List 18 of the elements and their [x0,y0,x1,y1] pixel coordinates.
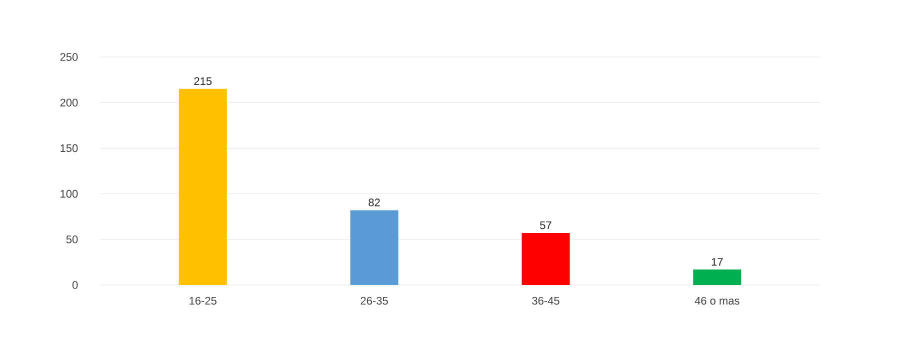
x-tick-label: 16-25 [190,296,216,305]
y-tick-label: 50 [66,236,78,244]
x-tick-label: 36-45 [532,296,560,305]
y-tick-label: 150 [60,144,78,152]
data-label: 215 [194,77,212,86]
y-tick-label: 200 [60,98,78,106]
data-label: 57 [540,221,552,230]
bar [178,88,227,285]
y-tick-label: 100 [60,190,78,198]
bar [522,233,570,285]
bar [350,210,398,285]
x-tick-label: 46 o mas [694,296,740,305]
y-tick-label: 0 [72,281,78,289]
x-tick-label: 26-35 [360,296,388,305]
data-label: 82 [368,198,380,206]
y-tick-label: 250 [60,53,78,61]
bar [693,269,742,285]
data-label: 17 [712,258,723,266]
